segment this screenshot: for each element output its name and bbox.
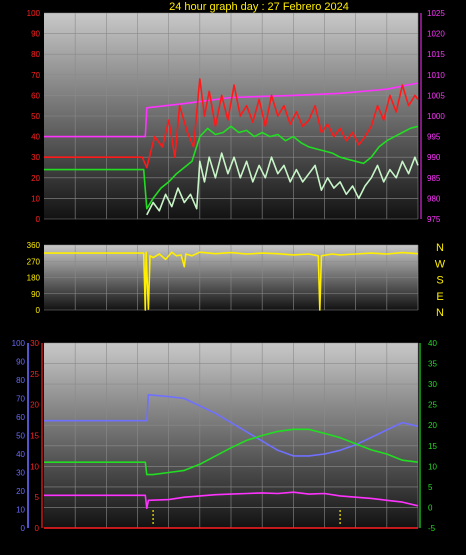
x-tick-label: 06 (133, 225, 142, 234)
y-tick-label-right: 985 (427, 174, 441, 183)
y-tick-label-left-2: 0 (35, 524, 40, 533)
y-tick-label-left: 10 (31, 194, 40, 203)
y-tick-label-left-1: 60 (16, 413, 25, 422)
y-tick-label-right: 0 (428, 503, 433, 512)
y-tick-label-right: -5 (428, 524, 436, 533)
x-tick-label: 16 (289, 225, 298, 234)
y-tick-label-right: 10 (428, 462, 437, 471)
x-tick-label: 02 (71, 534, 80, 543)
compass-direction-label: S (436, 275, 443, 287)
y-tick-label-right: 995 (427, 133, 441, 142)
series-line (44, 125, 419, 210)
y-tick-label-left: 0 (36, 215, 41, 224)
y-tick-label-left-1: 30 (16, 469, 25, 478)
y-tick-label-left: 100 (27, 9, 41, 18)
y-tick-label-left-1: 90 (16, 358, 25, 367)
y-tick-label-right: 1010 (427, 71, 445, 80)
y-tick-label-left-1: 0 (21, 524, 26, 533)
y-tick-label-left-2: 5 (35, 493, 40, 502)
y-tick-label-direction: 0 (36, 306, 41, 315)
y-tick-label-right: 40 (428, 339, 437, 348)
x-tick-label: 20 (351, 225, 360, 234)
series-line (146, 152, 419, 216)
y-tick-label-direction: 360 (27, 241, 41, 250)
x-tick-label: 00 (414, 225, 423, 234)
y-tick-label-left-2: 30 (30, 339, 39, 348)
y-tick-label-right: 20 (428, 421, 437, 430)
y-tick-label-left-2: 20 (30, 401, 39, 410)
y-tick-label-left-1: 70 (16, 395, 25, 404)
chart-title: 24 hour graph day : 27 Febrero 2024 (169, 1, 349, 13)
top-panel: 02 04 06 08 10 12 14 16 18 20 22 000102030405060708… (27, 9, 446, 234)
y-tick-label-left: 40 (31, 133, 40, 142)
y-tick-label-left-2: 15 (30, 432, 39, 441)
y-tick-label-left-2: 10 (30, 462, 39, 471)
y-tick-label-right: 5 (428, 483, 433, 492)
y-tick-label-right: 1015 (427, 50, 445, 59)
y-tick-label-right: 975 (427, 215, 441, 224)
x-tick-label: 08 (164, 225, 173, 234)
x-tick-label: 20 (351, 534, 360, 543)
y-tick-label-right: 30 (428, 380, 437, 389)
y-tick-label-left: 50 (31, 112, 40, 121)
series-line (44, 428, 419, 476)
x-tick-label: 18 (320, 225, 329, 234)
series-line (44, 78, 419, 169)
y-tick-label-left: 30 (31, 153, 40, 162)
y-tick-label-left-1: 100 (12, 339, 26, 348)
x-tick-label: 14 (258, 534, 267, 543)
x-tick-label: 22 (382, 534, 391, 543)
y-tick-label-right: 980 (427, 194, 441, 203)
x-tick-label: 12 (227, 534, 236, 543)
x-tick-label: 00 (414, 534, 423, 543)
bottom-panel: 02 04 06 08 10 12 14 16 18 20 22 000102030405060708… (12, 339, 438, 543)
y-tick-label-direction: 270 (27, 257, 41, 266)
y-tick-label-right: 25 (428, 401, 437, 410)
y-tick-label-left-1: 10 (16, 506, 25, 515)
x-tick-label: 22 (382, 225, 391, 234)
series-line (44, 394, 419, 457)
y-tick-label-right: 1025 (427, 9, 445, 18)
y-tick-label-direction: 90 (31, 290, 40, 299)
y-tick-label-right: 15 (428, 442, 437, 451)
x-tick-label: 10 (195, 225, 204, 234)
x-tick-label: 10 (195, 534, 204, 543)
y-tick-label-left: 90 (31, 30, 40, 39)
y-tick-label-left-1: 40 (16, 450, 25, 459)
y-tick-label-left: 60 (31, 91, 40, 100)
x-tick-label: 02 (71, 225, 80, 234)
compass-direction-label: N (436, 242, 444, 254)
x-tick-label: 18 (320, 534, 329, 543)
compass-direction-label: W (435, 258, 446, 270)
y-tick-label-right: 1000 (427, 112, 445, 121)
y-tick-label-right: 990 (427, 153, 441, 162)
y-tick-label-right: 1005 (427, 91, 445, 100)
y-tick-label-left: 80 (31, 50, 40, 59)
x-tick-label: 04 (102, 534, 111, 543)
series-line (44, 491, 419, 510)
y-tick-label-left: 70 (31, 71, 40, 80)
y-tick-label-left-1: 50 (16, 432, 25, 441)
y-tick-label-left-1: 80 (16, 376, 25, 385)
y-tick-label-right: 35 (428, 360, 437, 369)
series-line (44, 82, 419, 138)
x-tick-label: 06 (133, 534, 142, 543)
x-tick-label: 08 (164, 534, 173, 543)
y-tick-label-right: 1020 (427, 30, 445, 39)
wind-direction-line (44, 251, 419, 311)
y-tick-label-left-1: 20 (16, 487, 25, 496)
x-tick-label: 14 (258, 225, 267, 234)
x-tick-label: 12 (227, 225, 236, 234)
y-tick-label-left: 20 (31, 174, 40, 183)
y-tick-label-direction: 180 (27, 274, 41, 283)
compass-direction-label: E (436, 291, 443, 303)
y-tick-label-left-2: 25 (30, 370, 39, 379)
compass-direction-label: N (436, 307, 444, 319)
x-tick-label: 04 (102, 225, 111, 234)
x-tick-label: 16 (289, 534, 298, 543)
